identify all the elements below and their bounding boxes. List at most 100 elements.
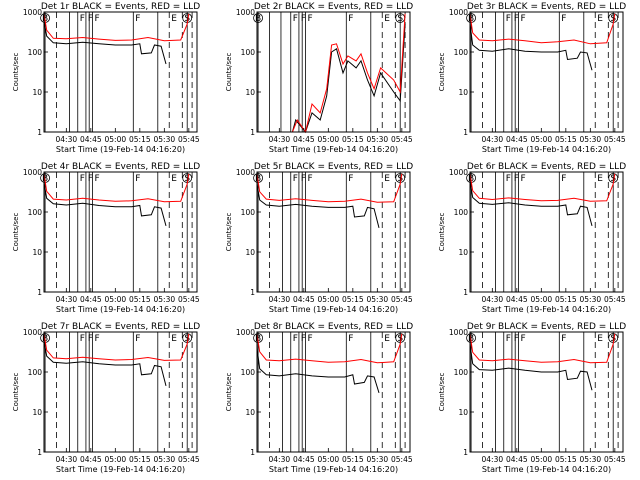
time-marker-label: F [506, 174, 511, 184]
x-tick-label: 05:00 [318, 135, 340, 144]
y-tick-label: 10 [458, 88, 468, 97]
time-marker-label: S [610, 14, 616, 24]
time-marker-label: F [301, 174, 306, 184]
time-marker-label: E [384, 14, 390, 24]
x-tick-label: 04:45 [80, 295, 102, 304]
x-tick-label: 05:30 [367, 135, 389, 144]
x-tick-label: 05:45 [604, 295, 626, 304]
x-tick-label: 05:45 [391, 455, 413, 464]
plot-frame [256, 171, 411, 293]
time-marker-label: F [94, 174, 99, 184]
series-line-lld [43, 173, 190, 203]
detector-panel-9: Det 9r BLACK = Events, RED = LLD B F F F F E S 1… [426, 320, 639, 480]
series-line-events [256, 347, 380, 394]
detector-panel-6: Det 6r BLACK = Events, RED = LLD B F F F F E S 1… [426, 160, 639, 320]
x-axis-label: Start Time (19-Feb-14 04:16:20) [56, 145, 185, 154]
x-tick-label: 04:30 [482, 135, 504, 144]
y-axis-label: Counts/sec [438, 53, 446, 92]
y-tick-label: 1000 [23, 8, 42, 17]
time-marker-label: F [561, 174, 566, 184]
time-marker-label: F [348, 174, 353, 184]
series-line-events [43, 182, 167, 227]
detector-panel-1: Det 1r BLACK = Events, RED = LLD B F F F F E S 1… [0, 0, 213, 160]
x-tick-label: 05:00 [318, 455, 340, 464]
time-marker-label: F [348, 14, 353, 24]
plot-frame [469, 11, 624, 133]
y-axis-label: Counts/sec [225, 53, 233, 92]
time-marker-label: F [561, 334, 566, 344]
x-tick-label: 05:15 [555, 295, 577, 304]
x-tick-label: 04:30 [482, 455, 504, 464]
time-marker-label: F [88, 174, 93, 184]
x-tick-label: 05:30 [367, 455, 389, 464]
series-line-events [256, 183, 380, 229]
time-marker-label: F [88, 334, 93, 344]
y-axis-label: Counts/sec [225, 213, 233, 252]
time-marker-label: F [520, 14, 525, 24]
y-tick-label: 100 [454, 48, 469, 57]
chart-title: Det 2r BLACK = Events, RED = LLD [254, 2, 413, 12]
x-tick-label: 05:45 [391, 295, 413, 304]
y-tick-label: 100 [28, 368, 43, 377]
detector-panel-4: Det 4r BLACK = Events, RED = LLD B F F F F E S 1… [0, 160, 213, 320]
time-marker-label: E [384, 334, 390, 344]
plot-frame [43, 171, 198, 293]
time-marker-label: F [514, 334, 519, 344]
time-marker-label: F [293, 14, 298, 24]
time-marker-label: F [520, 334, 525, 344]
time-marker-label: S [184, 14, 190, 24]
time-marker-label: F [514, 14, 519, 24]
y-tick-label: 10 [32, 88, 42, 97]
time-marker-label: F [514, 174, 519, 184]
y-tick-label: 1000 [449, 8, 468, 17]
time-marker-label: F [94, 14, 99, 24]
x-tick-label: 05:45 [178, 135, 200, 144]
y-tick-label: 1000 [23, 328, 42, 337]
time-marker-label: F [80, 14, 85, 24]
time-marker-label: F [135, 14, 140, 24]
detector-panel-5: Det 5r BLACK = Events, RED = LLD B F F F F E S 1… [213, 160, 426, 320]
time-marker-circle [253, 13, 263, 23]
time-marker-label: F [307, 14, 312, 24]
time-marker-label: E [171, 174, 177, 184]
x-tick-label: 04:45 [80, 135, 102, 144]
plot-frame [43, 11, 198, 133]
y-tick-label: 100 [28, 48, 43, 57]
y-tick-label: 1000 [236, 168, 255, 177]
x-axis-label: Start Time (19-Feb-14 04:16:20) [482, 305, 611, 314]
y-tick-label: 1 [463, 128, 468, 137]
x-tick-label: 05:30 [367, 295, 389, 304]
series-line-events [291, 23, 406, 134]
time-marker-label: E [171, 14, 177, 24]
time-marker-label: F [135, 174, 140, 184]
y-axis-label: Counts/sec [438, 373, 446, 412]
y-tick-label: 1 [37, 128, 42, 137]
x-tick-label: 04:30 [482, 295, 504, 304]
time-marker-label: F [293, 174, 298, 184]
time-marker-label: E [597, 334, 603, 344]
x-tick-label: 04:45 [506, 455, 528, 464]
x-tick-label: 04:30 [269, 455, 291, 464]
series-line-events [469, 343, 593, 391]
chart-title: Det 5r BLACK = Events, RED = LLD [254, 162, 413, 172]
x-tick-label: 05:15 [342, 135, 364, 144]
y-tick-label: 10 [32, 408, 42, 417]
detector-panel-2: Det 2r BLACK = Events, RED = LLD B F F F F E S 1… [213, 0, 426, 160]
time-marker-label: E [597, 14, 603, 24]
chart-title: Det 9r BLACK = Events, RED = LLD [467, 322, 626, 332]
time-marker-label: S [610, 334, 616, 344]
x-axis-label: Start Time (19-Feb-14 04:16:20) [482, 145, 611, 154]
time-marker-label: F [307, 174, 312, 184]
y-tick-label: 1 [250, 128, 255, 137]
x-tick-label: 04:45 [506, 135, 528, 144]
time-marker-label: F [301, 334, 306, 344]
y-tick-label: 1 [250, 448, 255, 457]
time-marker-label: F [561, 14, 566, 24]
x-tick-label: 05:00 [531, 455, 553, 464]
time-marker-label: F [80, 334, 85, 344]
x-axis-label: Start Time (19-Feb-14 04:16:20) [56, 305, 185, 314]
